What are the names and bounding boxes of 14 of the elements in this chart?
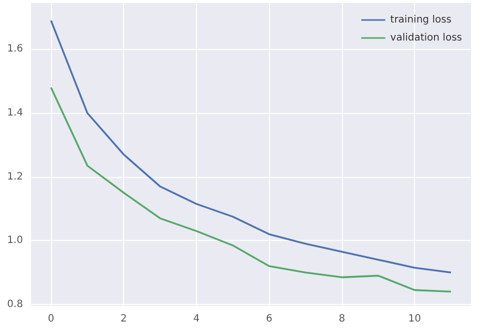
y-tick-label: 1.0	[7, 235, 23, 246]
y-tick-label: 1.2	[7, 171, 23, 182]
x-tick-label: 4	[193, 314, 200, 324]
x-tick-label: 8	[338, 314, 346, 324]
legend-label: training loss	[390, 14, 452, 26]
y-tick-label: 1.4	[7, 108, 23, 119]
line-series	[50, 86, 452, 293]
legend-label: validation loss	[390, 32, 462, 44]
x-tick-label: 10	[408, 314, 422, 324]
y-tick-label: 1.6	[7, 44, 23, 55]
y-tick-label: 0.8	[7, 298, 23, 310]
x-tick-label: 0	[48, 314, 54, 324]
x-tick-label: 6	[266, 314, 272, 324]
x-tick-label: 2	[120, 314, 127, 324]
